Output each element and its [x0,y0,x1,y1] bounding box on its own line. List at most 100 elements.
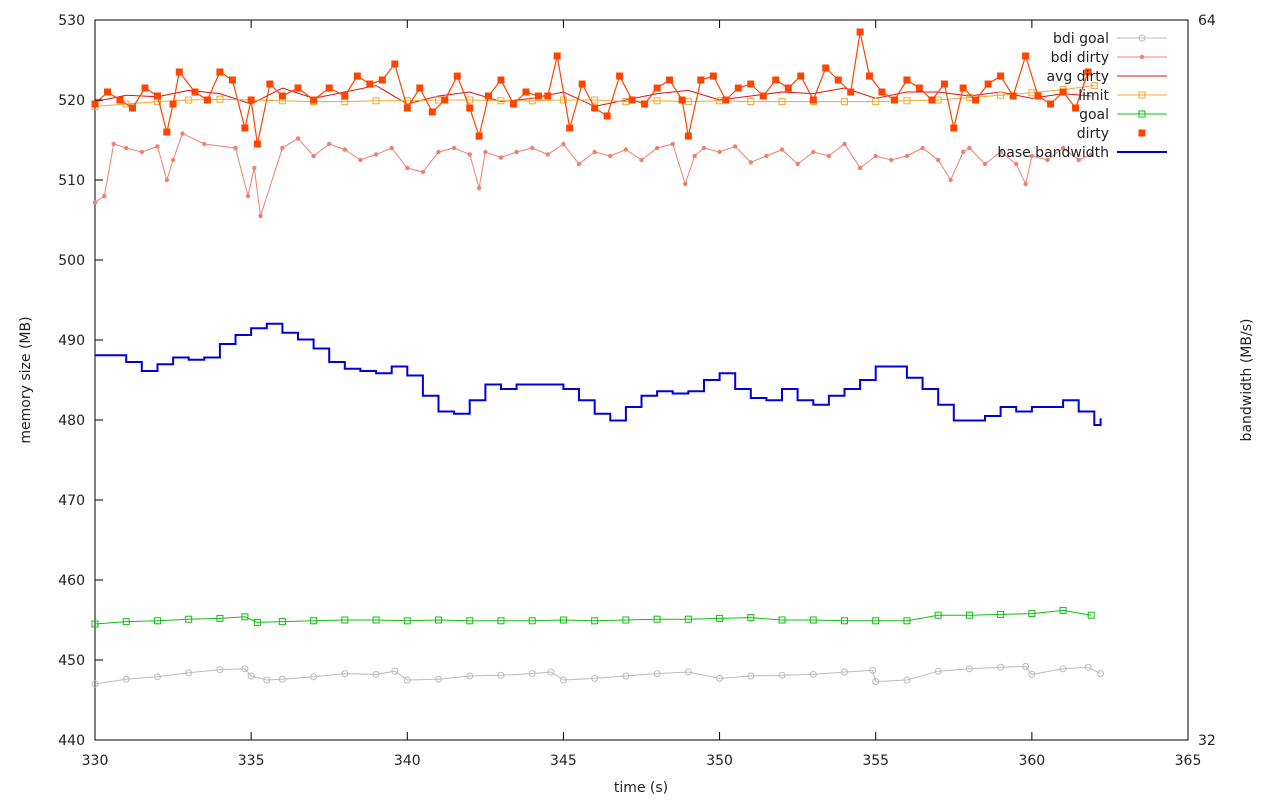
data-point-dirty [553,52,561,60]
data-point-goal [716,614,724,622]
data-point-goal [965,611,973,619]
plot-area [91,19,1189,741]
y-tick-label: 440 [58,733,85,749]
data-point-dirty [353,72,361,80]
data-point-dirty [141,84,149,92]
data-point-bdi-goal [1022,662,1030,670]
data-point-dirty [522,88,530,96]
data-point-bdi-dirty [935,157,941,163]
data-point-dirty [603,112,611,120]
data-point-bdi-dirty [92,200,98,205]
data-point-dirty [878,88,886,96]
data-point-dirty [341,92,349,100]
data-point-dirty [940,80,948,88]
data-point-dirty [241,124,249,132]
data-point-limit [778,98,786,106]
data-point-bdi-dirty [155,144,160,149]
data-point-bdi-dirty [998,149,1003,155]
data-point-bdi-dirty [476,185,482,191]
data-point-dirty [1059,88,1067,96]
data-point-bdi-goal [497,671,505,679]
data-point-bdi-goal [341,670,349,678]
data-point-bdi-dirty [420,169,426,175]
data-point-limit [122,100,130,108]
data-point-dirty [616,72,624,80]
data-point-bdi-dirty [252,165,257,171]
data-point-bdi-goal [997,663,1005,671]
data-point-dirty [1009,92,1017,100]
data-point-limit [216,95,224,103]
data-point-dirty [484,92,492,100]
data-point-goal [310,617,318,625]
axes: 330 335 340 345 350 355 360 365 440 450 460 470 480 4… [58,13,1216,769]
data-point-bdi-dirty [498,155,504,160]
data-point-dirty [809,96,817,104]
series-line-bdi-dirty [94,132,1092,217]
data-point-goal [403,617,411,625]
data-point-goal [528,617,536,625]
data-point-bdi-dirty [654,145,660,151]
data-point-bdi-dirty [545,152,551,157]
data-point-dirty [797,72,805,80]
data-point-bdi-dirty [111,141,116,147]
data-point-dirty [578,80,586,88]
data-point-bdi-goal [372,670,380,678]
data-point-bdi-goal [559,676,567,684]
y-tick-label: 480 [58,413,85,429]
data-point-bdi-goal [435,675,443,683]
data-point-bdi-dirty [342,147,348,152]
data-point-bdi-goal [869,666,877,674]
data-point-dirty [203,96,211,104]
data-point-dirty [441,96,449,104]
data-point-bdi-dirty [436,149,441,155]
legend-label-bdi-dirty: bdi dirty [1051,50,1109,66]
data-point-dirty [466,104,474,112]
data-point-bdi-dirty [857,165,863,171]
data-point-goal [497,617,505,625]
data-point-goal [122,618,130,626]
legend-label-avg-dirty: avg dirty [1046,69,1109,85]
data-point-bdi-goal [403,676,411,684]
data-point-bdi-dirty [732,144,738,149]
data-point-bdi-dirty [795,161,800,167]
data-point-bdi-dirty [202,141,207,147]
data-point-goal [341,616,349,624]
data-point-dirty [266,80,274,88]
data-point-dirty [697,76,705,84]
data-point-dirty [678,96,686,104]
legend-marker-bdi-dirty [1139,54,1145,60]
data-point-goal [684,615,692,623]
data-point-bdi-dirty [748,160,753,165]
data-point-dirty [310,96,318,104]
data-point-dirty [734,84,742,92]
legend-marker-bdi-goal [1138,34,1146,42]
data-point-dirty [1022,52,1030,60]
data-point-dirty [544,92,552,100]
data-point-bdi-goal [185,669,193,677]
data-point-dirty [366,80,374,88]
data-point-bdi-goal [747,672,755,680]
data-point-dirty [534,92,542,100]
data-point-dirty [890,96,898,104]
data-point-bdi-dirty [311,153,316,159]
data-point-dirty [416,84,424,92]
y2-tick-label: 32 [1198,733,1216,749]
data-point-bdi-dirty [639,157,644,163]
y2-tick-label: 64 [1198,13,1216,29]
data-point-goal [241,613,249,621]
data-point-goal [1059,606,1067,614]
data-point-bdi-goal [1084,663,1092,671]
data-point-dirty [497,76,505,84]
series-line-limit [94,85,1095,107]
data-point-dirty [972,96,980,104]
data-point-bdi-goal [528,670,536,678]
data-point-dirty [997,72,1005,80]
data-point-bdi-dirty [258,213,263,219]
series-goal [91,606,1095,628]
data-point-limit [403,97,411,105]
data-point-bdi-dirty [1029,153,1035,159]
data-point-goal [622,616,630,624]
data-point-goal [216,614,224,622]
data-point-limit [559,96,567,104]
